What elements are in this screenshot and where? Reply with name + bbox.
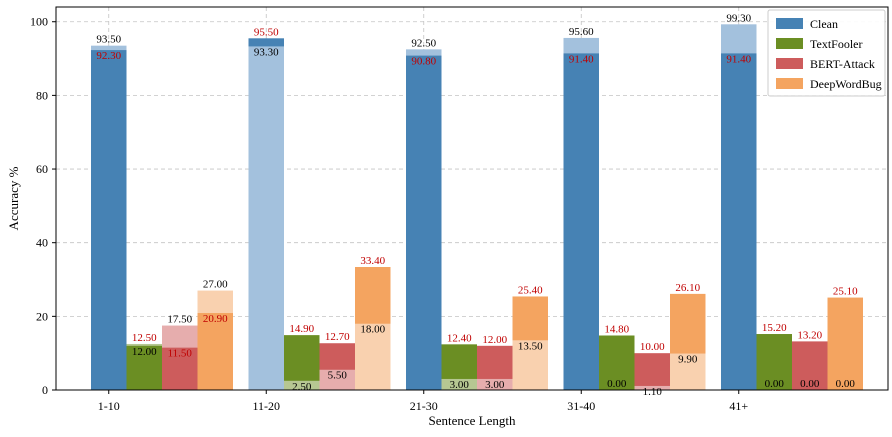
data-label-bottom: 2.50 (292, 381, 312, 393)
data-label-bottom: 91.40 (726, 53, 751, 65)
data-label-top: 12.70 (325, 331, 350, 343)
data-label-bottom: 5.50 (328, 370, 348, 382)
bar-textfooler-31-40 (599, 335, 635, 390)
data-label-top: 93.50 (96, 34, 121, 46)
x-axis-title: Sentence Length (429, 413, 516, 428)
data-label-bottom: 13.50 (518, 340, 543, 352)
bar-bert-attack-31-40 (634, 353, 670, 390)
legend-swatch-bert-attack (776, 58, 803, 69)
legend-box (767, 9, 886, 97)
bar-overlay-clean-1-10 (91, 50, 127, 391)
bar-overlay-deepwordbug-11-20 (355, 323, 391, 390)
data-label-top: 14.90 (289, 323, 314, 335)
data-label-bottom: 1.10 (643, 386, 663, 398)
data-label-bottom: 92.30 (96, 50, 121, 62)
data-label-top: 13.20 (797, 329, 822, 341)
y-tick-label: 0 (42, 383, 48, 397)
y-tick-label: 60 (36, 162, 48, 176)
data-label-top: 99.30 (726, 12, 751, 24)
data-label-bottom: 18.00 (360, 324, 385, 336)
bars-layer (91, 24, 863, 391)
y-tick-label: 100 (30, 15, 48, 29)
data-label-top: 15.20 (762, 322, 787, 334)
data-label-top: 95.60 (569, 26, 594, 38)
data-label-top: 12.40 (447, 332, 472, 344)
legend-label-textfooler: TextFooler (810, 37, 862, 51)
data-label-top: 17.50 (167, 314, 192, 326)
x-tick-label: 1-10 (98, 399, 120, 413)
y-tick-label: 80 (36, 88, 48, 102)
legend-label-clean: Clean (810, 17, 838, 31)
data-label-top: 10.00 (640, 341, 665, 353)
data-label-top: 14.80 (604, 323, 629, 335)
data-label-top: 12.00 (482, 334, 507, 346)
bar-overlay-deepwordbug-31-40 (670, 353, 706, 390)
axes-layer: 0 20 40 60 80 100 1-10 11-20 21-30 31-40 41+ (30, 15, 748, 413)
data-label-bottom: 20.90 (203, 313, 228, 325)
data-label-top: 33.40 (360, 255, 385, 267)
x-tick-label: 21-30 (410, 399, 438, 413)
data-label-bottom: 0.00 (836, 378, 856, 390)
data-label-top: 92.50 (411, 37, 436, 49)
bar-overlay-textfooler-21-30 (441, 378, 477, 390)
data-labels-layer: 93.50 92.30 12.50 12.00 17.50 11.50 27.00 20.90… (96, 12, 858, 398)
data-label-bottom: 0.00 (765, 378, 785, 390)
bar-overlay-clean-11-20 (248, 46, 284, 390)
data-label-bottom: 9.90 (678, 354, 698, 366)
bar-overlay-bert-attack-11-20 (319, 369, 355, 390)
bar-overlay-bert-attack-21-30 (477, 378, 513, 390)
legend-swatch-deepwordbug (776, 78, 803, 89)
legend: Clean TextFooler BERT-Attack DeepWordBug (767, 9, 886, 97)
y-tick-label: 40 (36, 236, 48, 250)
data-label-bottom: 91.40 (569, 53, 594, 65)
bar-overlay-clean-21-30 (406, 55, 442, 390)
data-label-bottom: 3.00 (450, 379, 470, 391)
data-label-bottom: 93.30 (254, 46, 279, 58)
bar-overlay-deepwordbug-1-10 (197, 313, 233, 390)
data-label-top: 27.00 (203, 279, 228, 291)
data-label-bottom: 90.80 (411, 56, 436, 68)
legend-label-deepwordbug: DeepWordBug (810, 77, 882, 91)
y-tick-label: 20 (36, 309, 48, 323)
data-label-bottom: 3.00 (485, 379, 505, 391)
x-tick-label: 31-40 (567, 399, 595, 413)
bar-overlay-bert-attack-1-10 (162, 347, 198, 390)
bar-bert-attack-41+ (792, 341, 828, 390)
bar-overlay-bert-attack-31-40 (634, 385, 670, 390)
data-label-top: 12.50 (132, 332, 157, 344)
data-label-bottom: 11.50 (168, 348, 193, 360)
bar-textfooler-41+ (756, 334, 792, 390)
bar-overlay-textfooler-11-20 (284, 380, 320, 390)
bar-overlay-clean-31-40 (563, 53, 599, 391)
data-label-bottom: 12.00 (132, 346, 157, 358)
data-label-top: 95.50 (254, 26, 279, 38)
data-label-top: 25.10 (833, 286, 858, 298)
data-label-top: 25.40 (518, 284, 543, 296)
plot-frame (55, 6, 889, 391)
legend-swatch-textfooler (776, 38, 803, 49)
x-tick-label: 41+ (729, 399, 748, 413)
x-tick-label: 11-20 (252, 399, 280, 413)
data-label-bottom: 0.00 (800, 378, 820, 390)
legend-label-bert-attack: BERT-Attack (810, 57, 875, 71)
bar-deepwordbug-41+ (827, 297, 863, 390)
bar-overlay-deepwordbug-21-30 (512, 340, 548, 390)
bar-overlay-textfooler-1-10 (126, 345, 162, 390)
y-axis-title: Accuracy % (6, 166, 21, 230)
data-label-top: 26.10 (675, 282, 700, 294)
data-label-bottom: 0.00 (607, 378, 627, 390)
legend-swatch-clean (776, 18, 803, 29)
bar-overlay-clean-41+ (721, 53, 757, 391)
